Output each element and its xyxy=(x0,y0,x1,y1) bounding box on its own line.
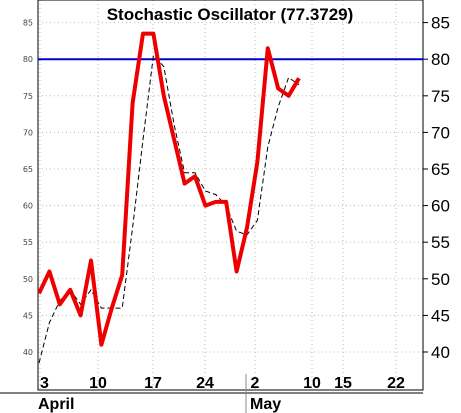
right-tick-label: 75 xyxy=(431,87,450,106)
left-tick-label: 45 xyxy=(23,311,33,320)
left-tick-label: 70 xyxy=(23,128,33,137)
left-tick-label: 85 xyxy=(23,19,33,28)
right-tick-label: 55 xyxy=(431,233,450,252)
x-axis: 3 10 17 24 2 10 15 22 April May xyxy=(0,374,423,413)
right-tick-label: 40 xyxy=(431,343,450,362)
x-tick-label: 10 xyxy=(89,375,107,392)
month-label: April xyxy=(38,396,74,413)
x-tick-label: 17 xyxy=(144,375,162,392)
right-tick-label: 50 xyxy=(431,270,450,289)
x-tick-label: 22 xyxy=(387,375,405,392)
x-tick-label: 24 xyxy=(196,375,214,392)
right-axis: 40 45 50 55 60 65 70 75 80 85 xyxy=(423,14,450,362)
series-group xyxy=(37,31,301,364)
right-tick-label: 45 xyxy=(431,306,450,325)
left-tick-label: 80 xyxy=(23,55,33,64)
x-tick-label: 3 xyxy=(40,375,49,392)
plot-frame xyxy=(37,0,424,391)
left-tick-label: 50 xyxy=(23,275,33,284)
left-tick-label: 75 xyxy=(23,92,33,101)
x-tick-label: 2 xyxy=(251,375,260,392)
left-tick-label: 40 xyxy=(23,348,33,357)
right-tick-label: 80 xyxy=(431,50,450,69)
x-tick-label: 10 xyxy=(303,375,321,392)
right-tick-label: 85 xyxy=(431,14,450,33)
left-tick-label: 55 xyxy=(23,238,33,247)
left-axis: 40 45 50 55 60 65 70 75 80 85 xyxy=(23,19,33,357)
chart-title: Stochastic Oscillator (77.3729) xyxy=(107,5,354,24)
left-tick-label: 65 xyxy=(23,165,33,174)
right-tick-label: 60 xyxy=(431,197,450,216)
left-tick-label: 60 xyxy=(23,202,33,211)
stochastic-line-red xyxy=(37,31,301,347)
x-tick-label: 15 xyxy=(334,375,352,392)
signal-line-dashed xyxy=(38,54,300,364)
right-tick-label: 65 xyxy=(431,160,450,179)
month-label: May xyxy=(250,396,281,413)
right-tick-label: 70 xyxy=(431,123,450,142)
